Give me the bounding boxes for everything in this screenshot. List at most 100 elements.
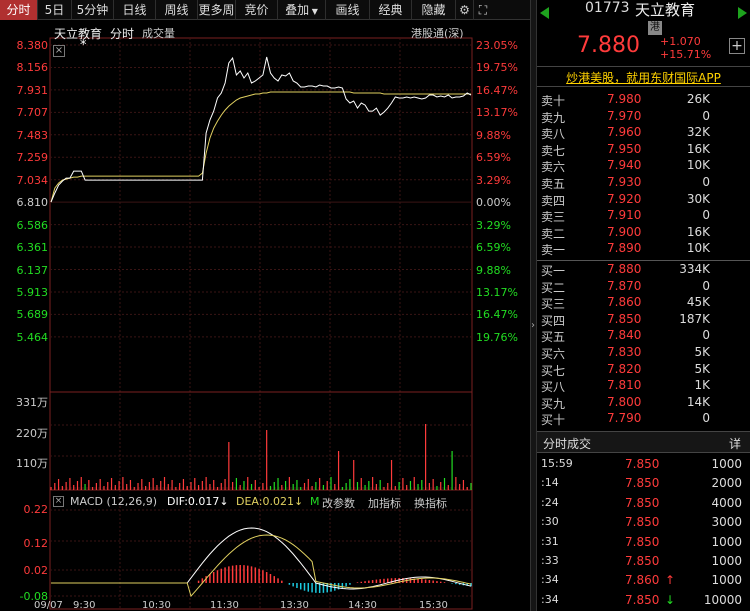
order-price: 7.930 — [607, 175, 642, 189]
trade-row: 15:59 7.850 1000 — [537, 457, 750, 474]
order-book-row[interactable]: 卖七 7.950 16K — [537, 142, 750, 159]
stock-code: 01773 — [585, 0, 630, 16]
close-macd-icon[interactable]: × — [53, 496, 64, 507]
price-tick: 7.707 — [16, 106, 49, 120]
order-book-row[interactable]: 卖四 7.920 30K — [537, 192, 750, 209]
order-volume: 187K — [679, 311, 710, 326]
macd-m-label: M — [310, 495, 320, 508]
order-level-label: 买八 — [541, 380, 566, 395]
order-volume: 0 — [702, 328, 710, 343]
order-level-label: 卖三 — [541, 210, 566, 225]
order-book-row[interactable]: 买四 7.850 187K — [537, 312, 750, 329]
switch-indicator-button[interactable]: 换指标 — [414, 497, 447, 510]
trade-row: :30 7.850 3000 — [537, 515, 750, 532]
close-overlay-icon[interactable]: × — [53, 45, 65, 57]
order-book-row[interactable]: 卖八 7.960 32K — [537, 125, 750, 142]
tab-weekly[interactable]: 周线 — [156, 0, 198, 20]
prev-stock-icon[interactable] — [540, 7, 549, 19]
panel-divider[interactable]: › — [530, 0, 537, 611]
order-book-row[interactable]: 卖三 7.910 0 — [537, 208, 750, 225]
add-watchlist-button[interactable]: + — [729, 38, 745, 54]
stock-name: 天立教育 — [635, 1, 696, 19]
star-marker: * — [80, 38, 87, 53]
dif-label: DIF: — [167, 495, 188, 508]
trade-volume: 10000 — [703, 592, 742, 607]
chart-frame — [49, 37, 473, 610]
macd-tick: -0.08 — [19, 590, 48, 603]
order-book-row[interactable]: 买一 7.880 334K — [537, 262, 750, 279]
order-volume: 16K — [686, 224, 710, 239]
order-level-label: 卖四 — [541, 193, 566, 208]
order-book-row[interactable]: 卖一 7.890 10K — [537, 241, 750, 258]
order-level-label: 卖九 — [541, 110, 566, 125]
order-book-row[interactable]: 买六 7.830 5K — [537, 345, 750, 362]
trade-row: :24 7.850 4000 — [537, 496, 750, 513]
order-book-row[interactable]: 买九 7.800 14K — [537, 395, 750, 412]
trade-volume: 1000 — [711, 573, 742, 588]
trade-volume: 1000 — [711, 554, 742, 568]
order-book-row[interactable]: 卖六 7.940 10K — [537, 158, 750, 175]
order-volume: 5K — [694, 361, 710, 376]
tab-intraday[interactable]: 分时 — [0, 0, 38, 20]
volume-tick: 220万 — [16, 427, 48, 440]
order-volume: 334K — [679, 262, 710, 276]
collapse-arrow-icon[interactable]: › — [531, 320, 535, 331]
order-book-row[interactable]: 买八 7.810 1K — [537, 378, 750, 395]
trade-volume: 4000 — [711, 495, 742, 510]
order-price: 7.890 — [607, 241, 642, 256]
macd-tick: 0.22 — [23, 503, 49, 516]
order-price: 7.850 — [607, 311, 642, 326]
tab-5day[interactable]: 5日 — [38, 0, 72, 20]
order-price: 7.900 — [607, 224, 642, 239]
order-book-row[interactable]: 卖十 7.980 26K — [537, 92, 750, 109]
intraday-chart[interactable] — [0, 20, 530, 611]
order-volume: 45K — [686, 295, 710, 310]
order-book-row[interactable]: 买二 7.870 0 — [537, 279, 750, 296]
order-book-row[interactable]: 卖五 7.930 0 — [537, 175, 750, 192]
order-volume: 26K — [686, 92, 710, 106]
macd-dea: DEA:0.021↓ — [236, 495, 303, 508]
edit-params-button[interactable]: 改参数 — [322, 497, 355, 510]
order-book-row[interactable]: 卖九 7.970 0 — [537, 109, 750, 126]
tab-daily[interactable]: 日线 — [114, 0, 156, 20]
order-book-row[interactable]: 买十 7.790 0 — [537, 411, 750, 428]
order-book-row[interactable]: 买五 7.840 0 — [537, 328, 750, 345]
order-level-label: 买十 — [541, 413, 566, 428]
percent-tick: 3.29% — [476, 218, 511, 232]
period-toolbar: 分时 5日 5分钟 日线 周线 更多周 竞价 叠加 ▼ 画线 经典 隐藏 ⚙ ⛶ — [0, 0, 530, 20]
tab-5min[interactable]: 5分钟 — [72, 0, 114, 20]
tab-more-periods[interactable]: 更多周 — [198, 0, 236, 20]
order-book-row[interactable]: 卖二 7.900 16K — [537, 225, 750, 242]
trade-price: 7.850 — [625, 534, 660, 549]
dropdown-icon: ▼ — [309, 7, 318, 16]
promo-link[interactable]: 炒港美股，就用东财国际APP — [566, 71, 721, 85]
dif-value: 0.017 — [187, 495, 220, 508]
order-volume: 10K — [686, 241, 710, 256]
settings-icon[interactable]: ⚙ — [456, 0, 474, 20]
trade-time: :31 — [541, 534, 559, 548]
next-stock-icon[interactable] — [738, 7, 747, 19]
tab-drawing[interactable]: 画线 — [326, 0, 370, 20]
tab-classic[interactable]: 经典 — [370, 0, 412, 20]
trades-detail-button[interactable]: 详 — [729, 437, 742, 451]
order-volume: 30K — [686, 191, 710, 206]
fullscreen-icon[interactable]: ⛶ — [478, 3, 488, 17]
tab-overlay[interactable]: 叠加 ▼ — [278, 0, 326, 20]
tab-auction[interactable]: 竞价 — [236, 0, 278, 20]
trade-price: 7.850 — [625, 476, 660, 491]
price-tick: 5.464 — [16, 330, 49, 344]
price-line — [50, 56, 472, 203]
trade-volume: 2000 — [711, 476, 742, 491]
order-book-row[interactable]: 买三 7.860 45K — [537, 295, 750, 312]
order-level-label: 买七 — [541, 363, 566, 378]
order-volume: 32K — [686, 125, 710, 140]
percent-tick: 19.75% — [476, 61, 518, 75]
trade-price: 7.850 — [625, 515, 660, 530]
order-book-row[interactable]: 买七 7.820 5K — [537, 362, 750, 379]
trade-row: :34 7.850 ↓ 10000 — [537, 593, 750, 610]
order-price: 7.840 — [607, 328, 642, 343]
add-indicator-button[interactable]: 加指标 — [368, 497, 401, 510]
trade-price: 7.850 — [625, 554, 660, 568]
tab-hide[interactable]: 隐藏 — [412, 0, 456, 20]
